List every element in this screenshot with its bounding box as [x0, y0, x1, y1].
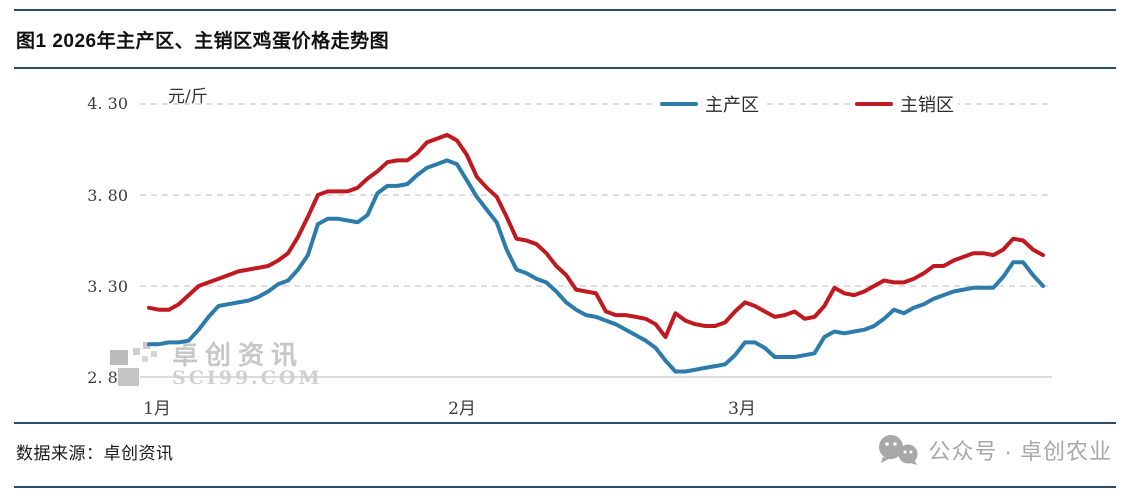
y-tick-3-80: 3. 80 — [87, 186, 128, 205]
wechat-account-note: 公众号 · 卓创农业 — [877, 434, 1112, 466]
y-axis-unit-label: 元/斤 — [168, 87, 208, 107]
legend-label-producer: 主产区 — [705, 95, 759, 115]
data-source-note: 数据来源：卓创资讯 — [16, 444, 174, 463]
title-divider — [14, 67, 1116, 69]
series-lines — [147, 132, 1045, 374]
gridlines — [140, 103, 1052, 378]
y-tick-2-80: 2. 80 — [87, 368, 128, 387]
x-tick-march: 3月 — [728, 399, 756, 419]
x-tick-january: 1月 — [143, 399, 171, 419]
y-tick-3-30: 3. 30 — [87, 277, 128, 296]
wechat-icon — [879, 435, 918, 465]
legend-label-sales: 主销区 — [900, 95, 954, 115]
page-title: 图1 2026年主产区、主销区鸡蛋价格走势图 — [16, 31, 390, 52]
sales-line-swatch — [855, 102, 893, 106]
producer-area-line — [147, 158, 1045, 374]
legend-item-sales: 主销区 — [851, 93, 958, 115]
top-divider — [14, 9, 1116, 11]
x-tick-february: 2月 — [448, 399, 476, 419]
bottom-divider — [14, 486, 1116, 488]
legend-item-producer: 主产区 — [656, 93, 763, 115]
sales-area-line — [147, 132, 1045, 339]
y-tick-4-30: 4. 30 — [87, 94, 128, 113]
wechat-account-label: 公众号 · 卓创农业 — [928, 439, 1112, 464]
chart-bottom-divider — [14, 422, 1116, 424]
producer-line-swatch — [660, 102, 698, 106]
